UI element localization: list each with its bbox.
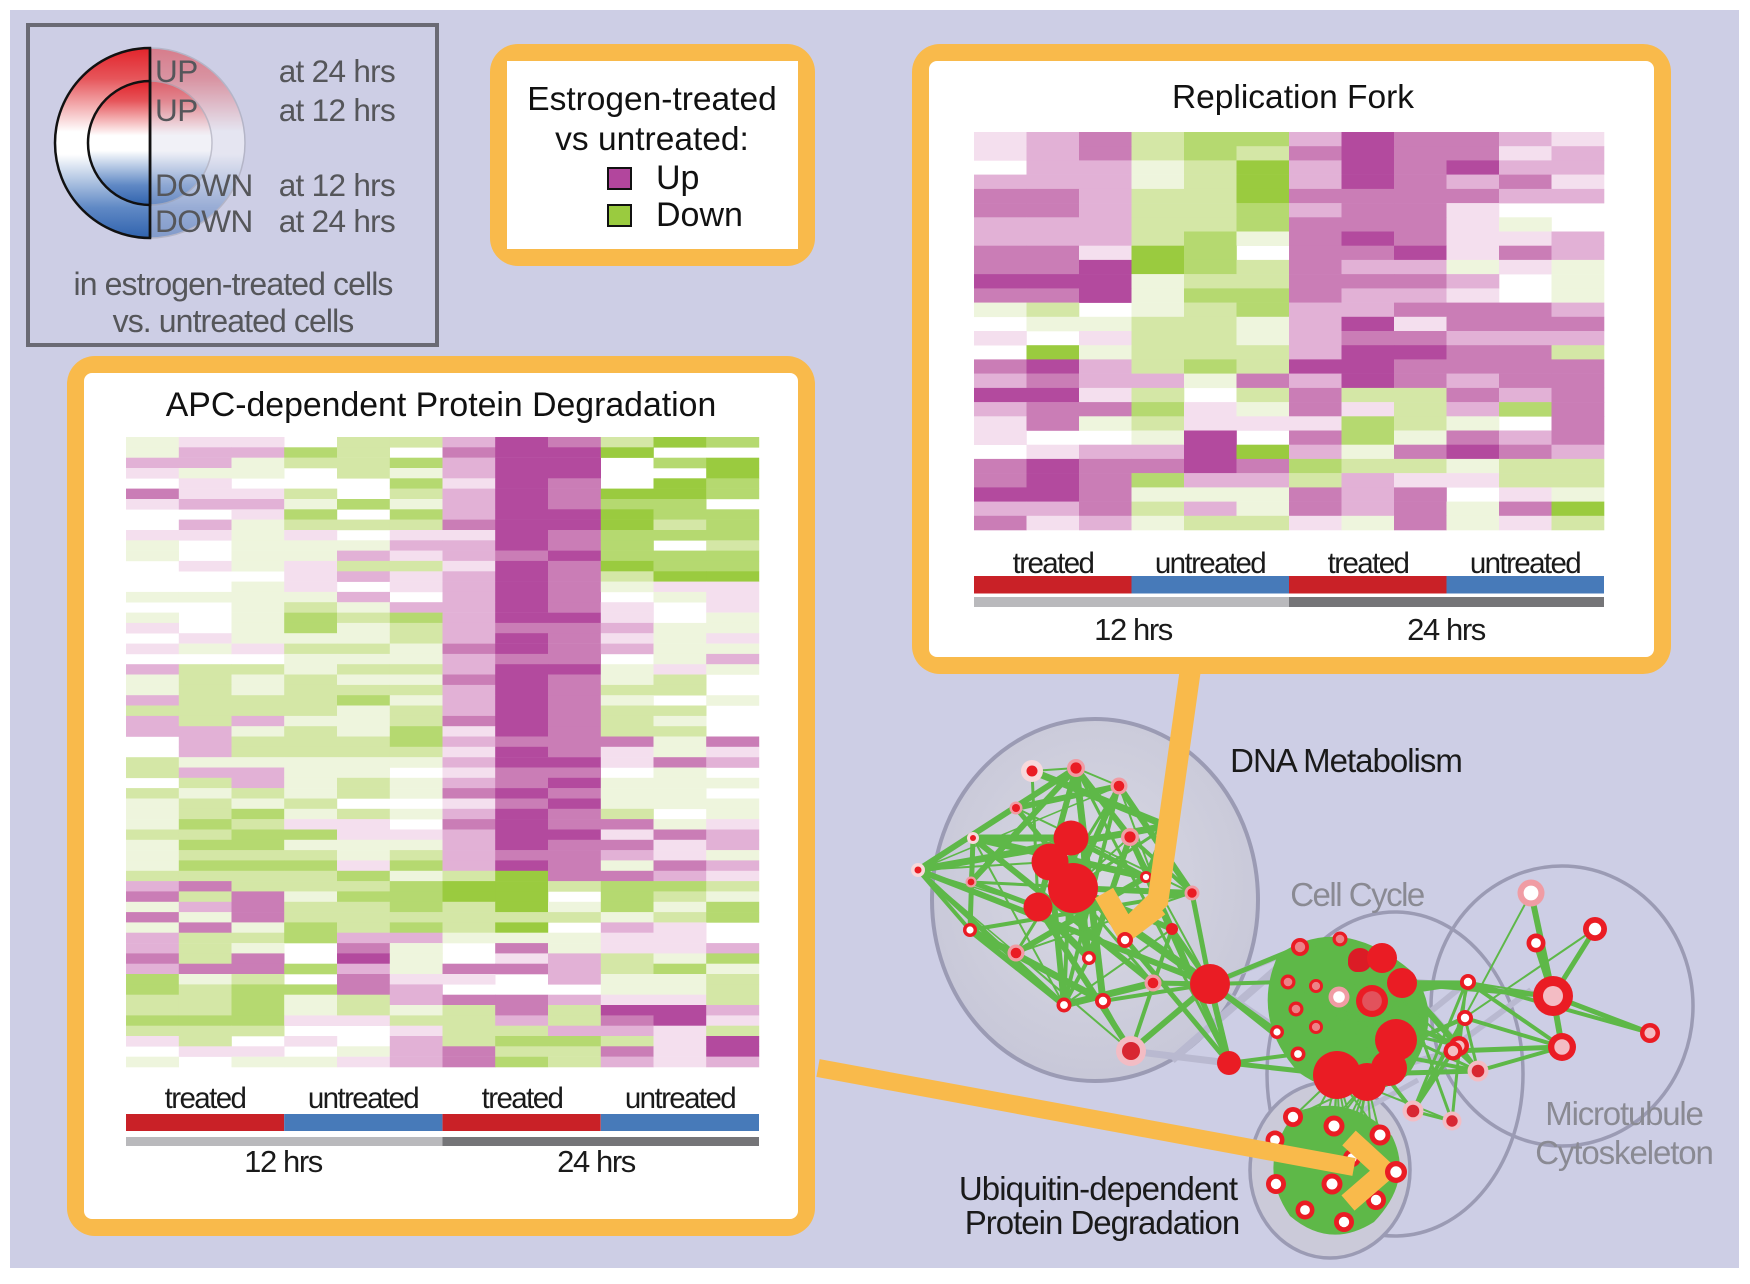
svg-text:untreated: untreated (308, 1082, 418, 1115)
svg-text:24 hrs: 24 hrs (557, 1144, 636, 1179)
svg-text:UP: UP (155, 53, 198, 89)
svg-text:Down: Down (656, 196, 743, 234)
svg-text:APC-dependent Protein Degradat: APC-dependent Protein Degradation (166, 386, 717, 424)
svg-text:untreated: untreated (1155, 547, 1265, 580)
svg-text:untreated: untreated (625, 1082, 735, 1115)
svg-text:vs. untreated cells: vs. untreated cells (113, 303, 354, 339)
svg-text:treated: treated (165, 1082, 246, 1115)
svg-text:treated: treated (1013, 547, 1094, 580)
svg-text:Up: Up (656, 159, 699, 197)
svg-text:DOWN: DOWN (155, 167, 253, 203)
svg-text:at 12 hrs: at 12 hrs (279, 92, 395, 128)
svg-text:treated: treated (1328, 547, 1409, 580)
svg-text:Cytoskeleton: Cytoskeleton (1535, 1134, 1713, 1171)
svg-text:untreated: untreated (1470, 547, 1580, 580)
svg-text:DOWN: DOWN (155, 203, 253, 239)
svg-text:UP: UP (155, 92, 198, 128)
svg-text:12 hrs: 12 hrs (1094, 612, 1173, 647)
svg-text:Estrogen-treated: Estrogen-treated (527, 81, 777, 118)
svg-text:Cell Cycle: Cell Cycle (1290, 876, 1424, 913)
svg-text:DNA Metabolism: DNA Metabolism (1230, 742, 1462, 779)
svg-text:in estrogen-treated cells: in estrogen-treated cells (73, 266, 392, 302)
svg-text:treated: treated (482, 1082, 563, 1115)
svg-text:at 12 hrs: at 12 hrs (279, 167, 395, 203)
svg-text:vs untreated:: vs untreated: (555, 121, 749, 158)
svg-text:Microtubule: Microtubule (1545, 1095, 1702, 1132)
svg-text:Ubiquitin-dependent: Ubiquitin-dependent (959, 1170, 1238, 1207)
svg-text:Protein Degradation: Protein Degradation (965, 1204, 1240, 1241)
svg-text:24 hrs: 24 hrs (1407, 612, 1486, 647)
svg-text:12 hrs: 12 hrs (244, 1144, 323, 1179)
svg-text:at 24 hrs: at 24 hrs (279, 53, 395, 89)
svg-text:at 24 hrs: at 24 hrs (279, 203, 395, 239)
svg-text:Replication Fork: Replication Fork (1172, 79, 1414, 116)
